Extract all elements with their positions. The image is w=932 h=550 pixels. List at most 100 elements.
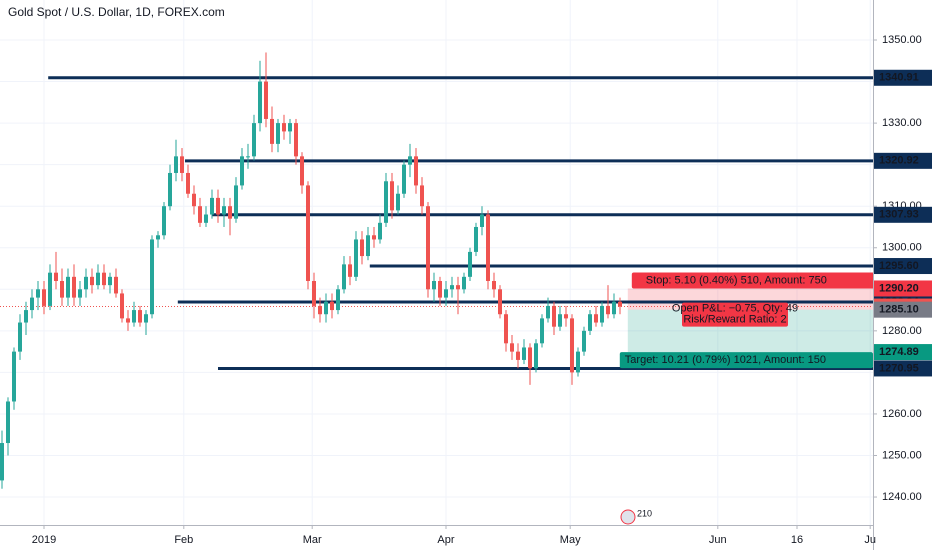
- y-tick-label: 1250.00: [882, 449, 922, 461]
- line-price-label: 1270.95: [879, 362, 919, 374]
- candle-body: [521, 347, 526, 360]
- candle-body: [263, 81, 268, 119]
- candle-body: [0, 443, 4, 481]
- candle-body: [101, 272, 106, 286]
- candle-body: [17, 322, 22, 352]
- candle-body: [611, 301, 616, 315]
- candle-body: [557, 314, 562, 327]
- candle-body: [605, 305, 610, 315]
- candle-body: [29, 297, 34, 311]
- candle-body: [137, 310, 142, 323]
- candle-body: [11, 351, 16, 402]
- candle-body: [479, 214, 484, 227]
- x-tick-label: Jun: [709, 534, 727, 546]
- candle-body: [587, 314, 592, 331]
- y-tick-label: 1330.00: [882, 117, 922, 129]
- candle-body: [515, 351, 520, 360]
- stop-price-label-bg: [874, 280, 932, 297]
- candle-body: [77, 289, 82, 298]
- candle-body: [287, 123, 292, 132]
- candle-body: [443, 289, 448, 298]
- candle-body: [599, 305, 604, 323]
- event-badge: 210: [637, 508, 652, 518]
- candle-body: [221, 206, 226, 215]
- candle-body: [299, 156, 304, 186]
- y-tick-label: 1260.00: [882, 408, 922, 420]
- candle-body: [107, 276, 112, 286]
- candle-body: [533, 343, 538, 369]
- candle-body: [353, 239, 358, 277]
- target-label: Target: 10.21 (0.79%) 1021, Amount: 150: [625, 354, 826, 366]
- target-label-bg: [619, 352, 873, 369]
- line-price-label: 1295.60: [879, 260, 919, 272]
- candle-body: [419, 185, 424, 207]
- candle-body: [203, 214, 208, 223]
- candle-body: [323, 301, 328, 315]
- x-tick-label: Feb: [174, 534, 193, 546]
- candle-body: [179, 156, 184, 173]
- y-tick-label: 1240.00: [882, 491, 922, 503]
- candle-body: [281, 123, 286, 132]
- x-tick-label: Mar: [303, 534, 322, 546]
- candle-body: [329, 301, 334, 311]
- candle-body: [437, 280, 442, 298]
- candle-body: [131, 310, 136, 323]
- candle-body: [425, 206, 430, 290]
- candle-body: [581, 330, 586, 352]
- candle-body: [377, 222, 382, 240]
- candle-body: [245, 156, 250, 158]
- candle-body: [119, 293, 124, 319]
- candle-body: [395, 193, 400, 211]
- candle-body: [257, 81, 262, 124]
- candle-body: [143, 314, 148, 323]
- candle-body: [53, 272, 58, 281]
- y-tick-label: 1280.00: [882, 325, 922, 337]
- line-price-label-bg: [874, 206, 932, 223]
- candle-body: [485, 214, 490, 281]
- candle-body: [431, 280, 436, 290]
- candle-body: [551, 305, 556, 327]
- candle-body: [383, 181, 388, 223]
- stop-label-bg: [631, 272, 873, 289]
- candle-body: [59, 280, 64, 298]
- candle-body: [239, 156, 244, 186]
- candle-body: [563, 314, 568, 319]
- pnl-label: Open P&L: −0.75, Qty: 49: [672, 303, 798, 315]
- candle-body: [155, 235, 160, 240]
- candle-body: [539, 318, 544, 344]
- candle-body: [455, 285, 460, 290]
- stop-label: Stop: 5.10 (0.40%) 510, Amount: 750: [646, 274, 827, 286]
- candle-body: [575, 351, 580, 373]
- x-tick-label: 2019: [32, 534, 56, 546]
- candle-body: [191, 193, 196, 207]
- candle-body: [365, 235, 370, 257]
- candle-body: [497, 289, 502, 315]
- candle-body: [233, 185, 238, 219]
- line-price-label-bg: [874, 69, 932, 86]
- line-price-label: 1320.92: [879, 155, 919, 167]
- candle-body: [65, 276, 70, 298]
- candle-body: [227, 206, 232, 219]
- line-price-label-bg: [874, 258, 932, 275]
- candle-body: [527, 347, 532, 369]
- line-price-label-bg: [874, 360, 932, 377]
- candle-body: [83, 276, 88, 290]
- candle-body: [491, 280, 496, 290]
- candle-body: [23, 310, 28, 323]
- candle-body: [41, 289, 46, 306]
- candle-body: [47, 272, 52, 306]
- candle-body: [371, 235, 376, 240]
- candle-body: [71, 276, 76, 298]
- candle-body: [173, 156, 178, 173]
- candle-body: [161, 206, 166, 236]
- pnl-label-bg: [682, 302, 788, 327]
- candle-body: [215, 197, 220, 215]
- candle-body: [125, 318, 130, 323]
- candle-body: [413, 156, 418, 186]
- y-tick-label: 1300.00: [882, 242, 922, 254]
- candle-body: [569, 318, 574, 373]
- axes: 1240.001250.001260.001270.001280.001290.…: [32, 34, 932, 546]
- candle-body: [407, 156, 412, 165]
- candle-body: [149, 239, 154, 315]
- target-price-label: 1274.89: [879, 346, 919, 358]
